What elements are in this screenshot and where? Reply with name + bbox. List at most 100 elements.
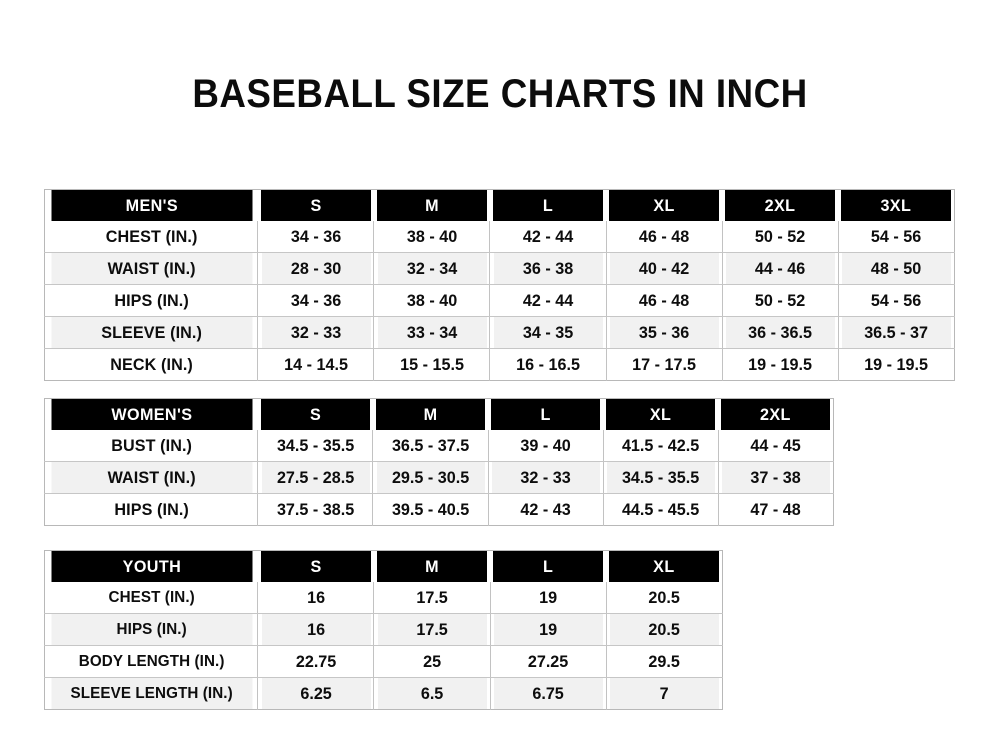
measurement-value: 38 - 40 <box>376 284 488 317</box>
measurement-value: 50 - 52 <box>725 221 836 253</box>
measurement-value: 42 - 44 <box>492 284 604 317</box>
table-row: SLEEVE (IN.) 32 - 33 33 - 34 34 - 35 35 - 36… <box>45 316 955 349</box>
measurement-value: 19 - 19.5 <box>725 348 836 381</box>
measurement-label: HIPS (IN.) <box>49 493 253 526</box>
measurement-value: 20.5 <box>609 613 720 646</box>
column-header-s: S <box>260 189 371 221</box>
measurement-value: 25 <box>376 645 488 678</box>
measurement-value: 39 - 40 <box>490 430 601 462</box>
column-header-xl: XL <box>609 550 720 582</box>
column-header-2xl: 2XL <box>721 398 831 430</box>
youth-size-table: YOUTH S M L XL CHEST (IN.) 16 17.5 19 20.5 HIPS (I… <box>44 550 723 710</box>
measurement-value: 34.5 - 35.5 <box>260 430 371 462</box>
measurement-value: 32 - 34 <box>376 252 488 285</box>
measurement-label: CHEST (IN.) <box>49 582 253 614</box>
measurement-value: 20.5 <box>609 582 720 614</box>
table-row: HIPS (IN.) 37.5 - 38.5 39.5 - 40.5 42 - 43 4… <box>45 493 834 526</box>
table-row: BUST (IN.) 34.5 - 35.5 36.5 - 37.5 39 - 40 4… <box>45 430 834 462</box>
measurement-value: 35 - 36 <box>608 316 720 349</box>
measurement-value: 15 - 15.5 <box>376 348 488 381</box>
measurement-value: 54 - 56 <box>841 284 952 317</box>
measurement-value: 34 - 36 <box>260 221 372 253</box>
measurement-value: 28 - 30 <box>260 252 372 285</box>
measurement-value: 34 - 36 <box>260 284 372 317</box>
table-row: NECK (IN.) 14 - 14.5 15 - 15.5 16 - 16.5 17 … <box>45 348 955 381</box>
measurement-value: 44.5 - 45.5 <box>606 493 716 526</box>
measurement-value: 16 - 16.5 <box>492 348 604 381</box>
measurement-label: CHEST (IN.) <box>49 221 253 253</box>
table-row: WAIST (IN.) 28 - 30 32 - 34 36 - 38 40 - 42 4… <box>45 252 955 285</box>
measurement-value: 6.5 <box>376 677 488 710</box>
measurement-value: 32 - 33 <box>490 461 601 494</box>
table-header-row: MEN'S S M L XL 2XL 3XL <box>45 189 955 221</box>
measurement-label: HIPS (IN.) <box>49 284 253 317</box>
measurement-value: 42 - 44 <box>492 221 604 253</box>
column-header-3xl: 3XL <box>841 189 952 221</box>
measurement-value: 19 - 19.5 <box>841 348 952 381</box>
measurement-value: 17 - 17.5 <box>608 348 720 381</box>
measurement-value: 42 - 43 <box>490 493 601 526</box>
column-header-2xl: 2XL <box>725 189 836 221</box>
measurement-label: SLEEVE (IN.) <box>49 316 253 349</box>
measurement-value: 39.5 - 40.5 <box>375 493 486 526</box>
measurement-value: 29.5 - 30.5 <box>375 461 486 494</box>
measurement-value: 29.5 <box>609 645 720 678</box>
measurement-label: BODY LENGTH (IN.) <box>49 645 253 678</box>
measurement-value: 17.5 <box>376 613 488 646</box>
table-row: CHEST (IN.) 16 17.5 19 20.5 <box>45 582 723 614</box>
table-row: HIPS (IN.) 16 17.5 19 20.5 <box>45 613 723 646</box>
table-row: SLEEVE LENGTH (IN.) 6.25 6.5 6.75 7 <box>45 677 723 710</box>
measurement-label: SLEEVE LENGTH (IN.) <box>49 677 253 710</box>
measurement-value: 47 - 48 <box>721 493 831 526</box>
column-header-m: M <box>375 398 486 430</box>
table-row: WAIST (IN.) 27.5 - 28.5 29.5 - 30.5 32 - 33… <box>45 461 834 494</box>
measurement-value: 14 - 14.5 <box>260 348 372 381</box>
column-header-m: M <box>376 189 488 221</box>
measurement-value: 36 - 36.5 <box>725 316 836 349</box>
measurement-label: BUST (IN.) <box>49 430 253 462</box>
measurement-value: 41.5 - 42.5 <box>606 430 716 462</box>
measurement-value: 37.5 - 38.5 <box>260 493 371 526</box>
measurement-value: 37 - 38 <box>721 461 831 494</box>
measurement-value: 7 <box>609 677 720 710</box>
measurement-value: 36.5 - 37 <box>841 316 952 349</box>
measurement-value: 33 - 34 <box>376 316 488 349</box>
measurement-value: 17.5 <box>376 582 488 614</box>
measurement-label: HIPS (IN.) <box>49 613 253 646</box>
table-row: HIPS (IN.) 34 - 36 38 - 40 42 - 44 46 - 48 50… <box>45 284 955 317</box>
measurement-value: 16 <box>260 582 372 614</box>
measurement-value: 38 - 40 <box>376 221 488 253</box>
page-title: BASEBALL SIZE CHARTS IN INCH <box>192 72 808 116</box>
measurement-value: 27.5 - 28.5 <box>260 461 371 494</box>
measurement-value: 19 <box>493 613 604 646</box>
measurement-value: 44 - 45 <box>721 430 831 462</box>
measurement-value: 34.5 - 35.5 <box>606 461 716 494</box>
measurement-value: 22.75 <box>260 645 372 678</box>
column-header-s: S <box>260 398 371 430</box>
measurement-value: 36 - 38 <box>492 252 604 285</box>
measurement-value: 54 - 56 <box>841 221 952 253</box>
measurement-value: 6.75 <box>493 677 604 710</box>
table-row: BODY LENGTH (IN.) 22.75 25 27.25 29.5 <box>45 645 723 678</box>
column-header-m: M <box>376 550 488 582</box>
womens-size-table: WOMEN'S S M L XL 2XL BUST (IN.) 34.5 - 35.5 36.5… <box>44 398 834 526</box>
measurement-value: 44 - 46 <box>725 252 836 285</box>
measurement-value: 40 - 42 <box>608 252 720 285</box>
measurement-value: 16 <box>260 613 372 646</box>
column-header-l: L <box>490 398 601 430</box>
table-row: CHEST (IN.) 34 - 36 38 - 40 42 - 44 46 - 48 5… <box>45 221 955 253</box>
column-header-xl: XL <box>608 189 720 221</box>
table-header-row: YOUTH S M L XL <box>45 550 723 582</box>
measurement-value: 34 - 35 <box>492 316 604 349</box>
measurement-label: NECK (IN.) <box>49 348 253 381</box>
column-header-s: S <box>260 550 372 582</box>
measurement-value: 19 <box>493 582 604 614</box>
table-category-label: MEN'S <box>49 189 253 221</box>
measurement-label: WAIST (IN.) <box>49 461 253 494</box>
column-header-l: L <box>493 550 604 582</box>
measurement-value: 46 - 48 <box>608 284 720 317</box>
mens-size-table: MEN'S S M L XL 2XL 3XL CHEST (IN.) 34 - 36 38 - 4… <box>44 189 955 381</box>
table-category-label: YOUTH <box>49 550 253 582</box>
column-header-l: L <box>492 189 604 221</box>
measurement-label: WAIST (IN.) <box>49 252 253 285</box>
